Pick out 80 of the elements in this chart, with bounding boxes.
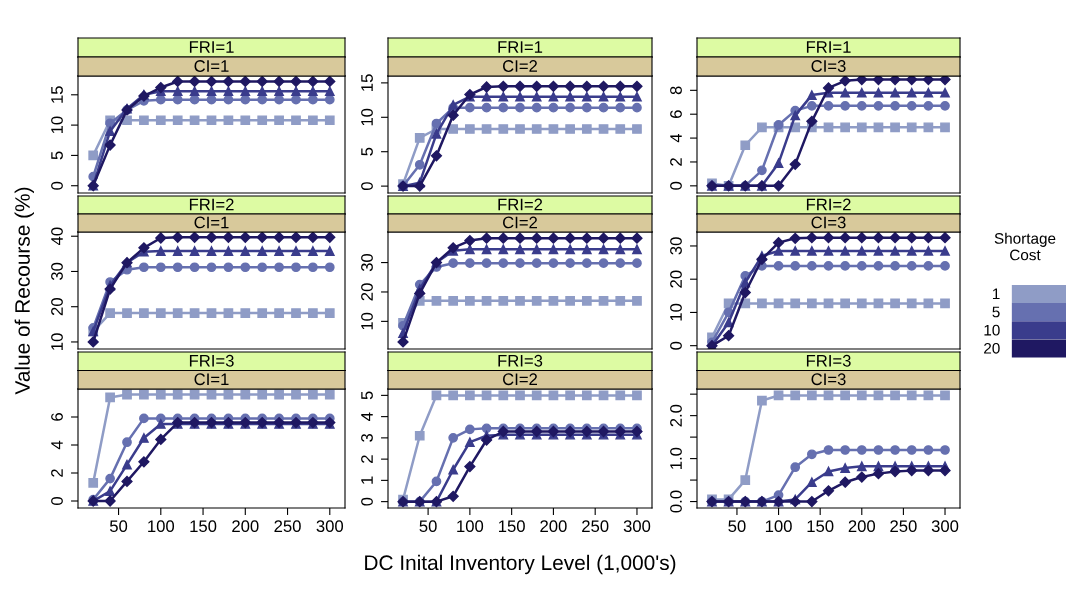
y-tick-label: 0.0 [670,490,682,513]
chart-title: FRI=1 [498,41,543,53]
y-tick-label: 0 [361,497,373,506]
x-tick-label: 200 [848,520,876,533]
y-tick-label: 20 [51,298,63,316]
y-tick-label: 0 [51,181,63,190]
y-tick-label: 30 [361,253,373,272]
x-tick-label: 50 [419,520,437,533]
y-tick-label: 20 [361,283,373,301]
x-tick-label: 300 [316,520,344,533]
chart-title: FRI=1 [189,41,234,53]
y-tick-label: 2 [361,455,373,463]
y-tick-label: 15 [361,74,373,91]
legend-label: 1 [992,288,1000,300]
y-tick-label: 15 [51,86,63,103]
y-tick-label: 0 [670,181,682,190]
chart-subtitle: CI=1 [194,373,229,386]
x-tick-label: 250 [582,520,609,533]
y-tick-label: 3 [361,433,373,442]
chart-subtitle: CI=2 [503,373,537,386]
x-tick-label: 200 [232,520,259,533]
y-tick-label: 0 [361,182,373,191]
x-axis-title: DC Inital Inventory Level (1,000's) [365,554,676,575]
chart-title: FRI=2 [189,198,234,211]
x-tick-label: 150 [190,520,217,533]
y-tick-label: 0 [51,497,63,505]
x-tick-label: 100 [765,520,792,533]
y-tick-label: 1.0 [670,447,682,469]
x-tick-label: 50 [728,520,746,533]
y-tick-label: 2 [51,469,63,477]
legend-label: 5 [992,306,1000,318]
x-tick-label: 100 [148,520,175,533]
y-tick-label: 4 [51,440,63,450]
chart-subtitle: CI=2 [503,216,537,229]
y-tick-label: 5 [361,147,373,156]
x-tick-label: 50 [109,520,128,533]
chart-subtitle: CI=2 [503,60,537,72]
legend-title: Shortage Cost [994,232,1056,261]
chart-subtitle: CI=3 [811,60,846,72]
chart-title: FRI=3 [806,354,851,367]
chart-subtitle: CI=1 [194,216,229,229]
y-tick-label: 4 [670,133,682,143]
x-tick-label: 150 [807,520,834,533]
x-tick-label: 100 [457,520,484,533]
y-tick-label: 6 [51,413,63,421]
chart-title: FRI=2 [498,198,543,211]
x-tick-label: 250 [890,520,917,533]
y-tick-label: 40 [51,227,63,246]
y-tick-label: 1 [361,476,373,484]
y-tick-label: 5 [361,391,373,400]
y-tick-label: 8 [670,86,682,95]
y-tick-label: 10 [361,108,373,126]
legend-label: 10 [984,324,1000,336]
y-tick-label: 10 [361,312,373,330]
y-tick-label: 30 [670,237,682,255]
y-tick-label: 20 [670,270,682,288]
x-tick-label: 200 [540,520,567,533]
y-tick-label: 6 [670,110,682,118]
legend-label: 20 [984,342,1000,354]
y-tick-label: 30 [51,262,63,281]
y-axis-title: Value of Recourse (%) [14,187,34,395]
y-tick-label: 2.0 [670,404,682,427]
chart-subtitle: CI=3 [811,216,846,229]
chart-title: FRI=3 [498,354,543,367]
chart-title: FRI=1 [806,41,851,53]
y-tick-label: 4 [361,412,373,421]
x-tick-label: 150 [499,520,525,533]
y-tick-label: 2 [670,158,682,166]
chart-subtitle: CI=3 [811,373,846,386]
y-tick-label: 10 [51,116,63,134]
chart-title: FRI=2 [806,198,851,211]
y-tick-label: 10 [51,333,63,350]
chart-subtitle: CI=1 [194,60,229,72]
y-tick-label: 0 [670,341,682,350]
y-tick-label: 10 [670,303,682,321]
y-tick-label: 5 [51,151,63,160]
x-tick-label: 300 [931,520,959,533]
chart-title: FRI=3 [189,354,234,367]
x-tick-label: 250 [274,520,301,533]
x-tick-label: 300 [623,520,651,533]
